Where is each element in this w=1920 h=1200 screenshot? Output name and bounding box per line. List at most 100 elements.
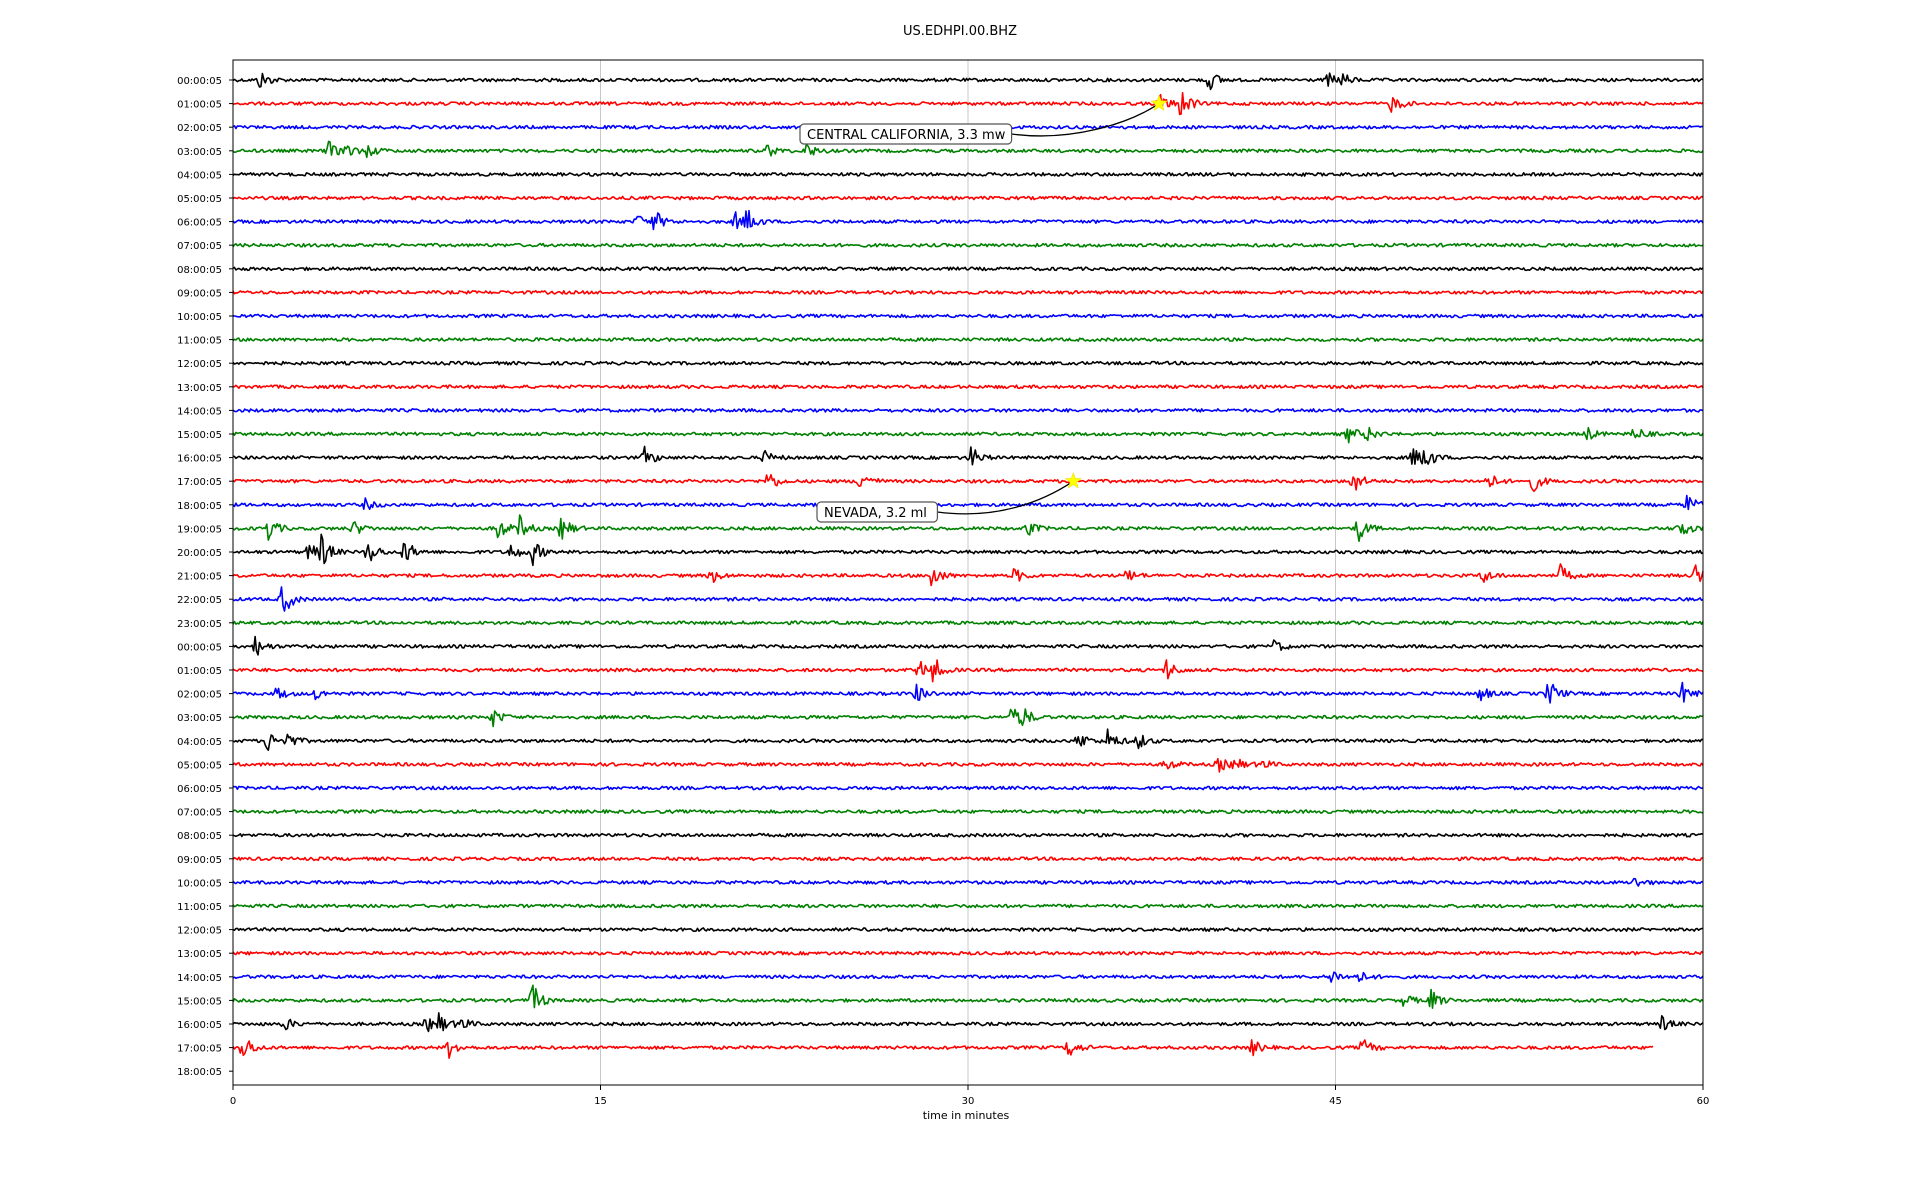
- trace-line: [232, 971, 1704, 983]
- trace-line: [232, 708, 1704, 728]
- y-tick-label: 19:00:05: [177, 524, 222, 535]
- y-tick-label: 10:00:05: [177, 878, 222, 889]
- y-tick-label: 11:00:05: [177, 336, 222, 347]
- y-tick-label: 04:00:05: [177, 737, 222, 748]
- x-tick-label: 15: [594, 1096, 607, 1107]
- seismic-traces: [232, 72, 1704, 1059]
- y-tick-label: 15:00:05: [177, 996, 222, 1007]
- y-tick-label: 09:00:05: [177, 855, 222, 866]
- y-tick-label: 14:00:05: [177, 973, 222, 984]
- trace-line: [232, 360, 1704, 366]
- event-label: CENTRAL CALIFORNIA, 3.3 mw: [807, 128, 1006, 143]
- event-connector: [937, 480, 1074, 515]
- y-tick-label: 01:00:05: [177, 666, 222, 677]
- y-tick-label: 11:00:05: [177, 902, 222, 913]
- event-connector: [1011, 103, 1160, 137]
- y-tick-label: 02:00:05: [177, 123, 222, 134]
- x-tick-label: 0: [230, 1096, 236, 1107]
- trace-line: [232, 408, 1704, 413]
- trace-line: [232, 337, 1704, 342]
- event-star-marker: [1150, 94, 1168, 112]
- trace-line: [232, 635, 1704, 656]
- y-tick-label: 04:00:05: [177, 170, 222, 181]
- trace-line: [232, 140, 1704, 159]
- y-tick-label: 12:00:05: [177, 926, 222, 937]
- trace-line: [232, 903, 1704, 909]
- event-label-box: [799, 123, 1013, 145]
- trace-line: [232, 832, 1704, 838]
- trace-line: [232, 809, 1704, 814]
- y-tick-label: 06:00:05: [177, 218, 222, 229]
- trace-line: [232, 586, 1704, 612]
- trace-line: [232, 563, 1704, 587]
- trace-line: [232, 172, 1704, 177]
- y-tick-label: 01:00:05: [177, 100, 222, 111]
- trace-line: [232, 242, 1704, 248]
- y-tick-label: 05:00:05: [177, 760, 222, 771]
- trace-line: [232, 659, 1704, 683]
- gridlines: [600, 60, 1336, 1085]
- y-tick-label: 03:00:05: [177, 147, 222, 158]
- trace-line: [232, 313, 1704, 319]
- event-label: NEVADA, 3.2 ml: [824, 506, 927, 521]
- trace-line: [232, 620, 1704, 626]
- y-tick-label: 16:00:05: [177, 454, 222, 465]
- x-tick-labels: 0 15 30 45 60: [230, 1085, 1710, 1107]
- trace-line: [232, 877, 1704, 887]
- trace-line: [232, 728, 1704, 751]
- y-tick-label: 18:00:05: [177, 501, 222, 512]
- x-tick-label: 60: [1697, 1096, 1710, 1107]
- y-tick-label: 00:00:05: [177, 642, 222, 653]
- event-star-marker: [1064, 471, 1083, 489]
- chart-title: US.EDHPI.00.BHZ: [903, 24, 1017, 39]
- y-tick-label: 02:00:05: [177, 690, 222, 701]
- y-tick-label: 20:00:05: [177, 548, 222, 559]
- event-label-box: [816, 501, 939, 523]
- plot-frame: [232, 59, 1704, 1086]
- y-tick-label: 09:00:05: [177, 288, 222, 299]
- trace-line: [232, 856, 1703, 862]
- y-tick-label: 22:00:05: [177, 595, 222, 606]
- y-tick-label: 15:00:05: [177, 430, 222, 441]
- trace-line: [232, 1012, 1704, 1033]
- trace-line: [232, 445, 1704, 466]
- y-tick-label: 08:00:05: [177, 265, 222, 276]
- trace-line: [232, 426, 1704, 444]
- y-tick-labels: 00:00:05 01:00:05 02:00:05 03:00:05 04:00:05…: [177, 76, 233, 1078]
- x-tick-label: 30: [962, 1096, 975, 1107]
- trace-line: [232, 757, 1704, 773]
- trace-line: [233, 533, 1704, 567]
- y-tick-label: 00:00:05: [177, 76, 222, 87]
- y-tick-label: 08:00:05: [177, 831, 222, 842]
- trace-line: [232, 785, 1704, 791]
- trace-line: [232, 266, 1704, 272]
- y-tick-label: 13:00:05: [177, 383, 222, 394]
- y-tick-label: 07:00:05: [177, 808, 222, 819]
- y-tick-label: 18:00:05: [177, 1067, 222, 1078]
- y-tick-label: 23:00:05: [177, 619, 222, 630]
- x-tick-label: 45: [1329, 1096, 1342, 1107]
- y-tick-label: 07:00:05: [177, 241, 222, 252]
- y-tick-label: 12:00:05: [177, 359, 222, 370]
- trace-line: [232, 681, 1704, 704]
- y-tick-label: 16:00:05: [177, 1020, 222, 1031]
- y-tick-label: 17:00:05: [177, 1044, 222, 1055]
- x-axis-label: time in minutes: [923, 1109, 1010, 1122]
- trace-line: [232, 72, 1704, 91]
- trace-line: [232, 514, 1704, 542]
- trace-line: [232, 927, 1704, 932]
- event-annotations: CENTRAL CALIFORNIA, 3.3 mw NEVADA, 3.2 ml: [799, 94, 1168, 523]
- y-tick-label: 13:00:05: [177, 949, 222, 960]
- trace-line: [232, 984, 1704, 1009]
- y-tick-label: 21:00:05: [177, 572, 222, 583]
- y-tick-label: 03:00:05: [177, 713, 222, 724]
- trace-line: [232, 290, 1704, 295]
- trace-line: [232, 474, 1704, 493]
- y-tick-label: 06:00:05: [177, 784, 222, 795]
- trace-line: [232, 1039, 1654, 1059]
- trace-line: [232, 950, 1704, 956]
- trace-line: [232, 209, 1704, 231]
- y-tick-label: 10:00:05: [177, 312, 222, 323]
- y-tick-label: 14:00:05: [177, 406, 222, 417]
